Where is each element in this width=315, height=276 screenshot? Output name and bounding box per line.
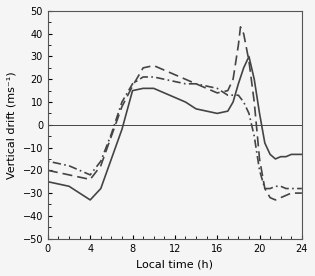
Y-axis label: Vertical drift (ms⁻¹): Vertical drift (ms⁻¹) — [7, 71, 17, 179]
X-axis label: Local time (h): Local time (h) — [136, 259, 213, 269]
